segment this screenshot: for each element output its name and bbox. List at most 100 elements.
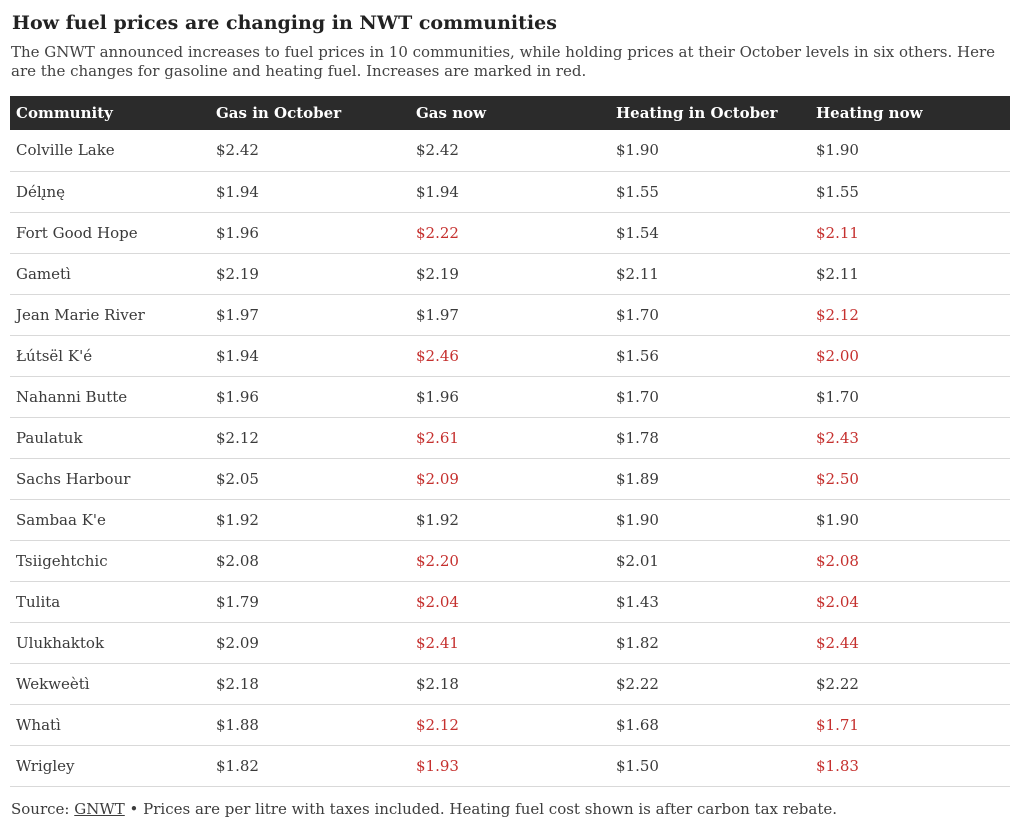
table-row: Wrigley $1.82 $1.93 $1.50 $1.83 [10,745,1010,787]
gas-now-cell: $2.42 [410,130,610,172]
gas-october-cell: $1.96 [210,376,410,418]
gas-now-cell: $1.96 [410,376,610,418]
heating-now-cell: $2.00 [810,335,1010,377]
table-row: Délı̨nę $1.94 $1.94 $1.55 $1.55 [10,171,1010,213]
table-row: Colville Lake $2.42 $2.42 $1.90 $1.90 [10,130,1010,172]
page-subtitle: The GNWT announced increases to fuel pri… [11,43,996,80]
community-cell: Délı̨nę [10,171,210,213]
heating-now-cell: $1.55 [810,171,1010,213]
table-body: Colville Lake $2.42 $2.42 $1.90 $1.90 Délı̨nę… [10,130,1010,787]
source-link[interactable]: GNWT [74,799,125,818]
col-header-heating-now: Heating now [810,96,1010,130]
gas-now-cell: $1.92 [410,499,610,541]
heating-october-cell: $1.70 [610,294,810,336]
heating-october-cell: $1.89 [610,458,810,500]
gas-now-cell: $2.12 [410,704,610,746]
heating-now-cell: $1.90 [810,499,1010,541]
heating-october-cell: $1.55 [610,171,810,213]
heating-october-cell: $1.90 [610,130,810,172]
community-cell: Jean Marie River [10,294,210,336]
table-row: Gametì $2.19 $2.19 $2.11 $2.11 [10,253,1010,295]
table-header-row: Community Gas in October Gas now Heating… [10,96,1010,130]
source-label: Source: [11,799,75,818]
heating-now-cell: $2.04 [810,581,1010,623]
table-header: Community Gas in October Gas now Heating… [10,96,1010,130]
heating-october-cell: $1.56 [610,335,810,377]
community-cell: Sachs Harbour [10,458,210,500]
gas-october-cell: $1.97 [210,294,410,336]
col-header-community: Community [10,96,210,130]
gas-now-cell: $2.46 [410,335,610,377]
heating-now-cell: $1.90 [810,130,1010,172]
table-row: Sachs Harbour $2.05 $2.09 $1.89 $2.50 [10,458,1010,500]
table-row: Paulatuk $2.12 $2.61 $1.78 $2.43 [10,417,1010,459]
heating-october-cell: $1.43 [610,581,810,623]
heating-now-cell: $2.43 [810,417,1010,459]
gas-october-cell: $2.18 [210,663,410,705]
heating-now-cell: $2.08 [810,540,1010,582]
heating-october-cell: $1.78 [610,417,810,459]
gas-now-cell: $1.94 [410,171,610,213]
heating-october-cell: $1.82 [610,622,810,664]
table-row: Whatì $1.88 $2.12 $1.68 $1.71 [10,704,1010,746]
gas-october-cell: $2.09 [210,622,410,664]
page-title: How fuel prices are changing in NWT comm… [12,12,557,34]
table-row: Ulukhaktok $2.09 $2.41 $1.82 $2.44 [10,622,1010,664]
table-row: Łútsël K'é $1.94 $2.46 $1.56 $2.00 [10,335,1010,377]
community-cell: Gametì [10,253,210,295]
heating-now-cell: $1.83 [810,745,1010,787]
gas-now-cell: $2.61 [410,417,610,459]
community-cell: Fort Good Hope [10,212,210,254]
community-cell: Wrigley [10,745,210,787]
heating-now-cell: $2.11 [810,253,1010,295]
community-cell: Whatì [10,704,210,746]
heating-now-cell: $2.12 [810,294,1010,336]
table-row: Sambaa K'e $1.92 $1.92 $1.90 $1.90 [10,499,1010,541]
gas-now-cell: $2.19 [410,253,610,295]
table-row: Wekweètì $2.18 $2.18 $2.22 $2.22 [10,663,1010,705]
gas-october-cell: $2.08 [210,540,410,582]
gas-october-cell: $2.42 [210,130,410,172]
gas-october-cell: $1.94 [210,171,410,213]
col-header-heating-october: Heating in October [610,96,810,130]
gas-october-cell: $1.96 [210,212,410,254]
heating-now-cell: $1.71 [810,704,1010,746]
heating-now-cell: $2.44 [810,622,1010,664]
gas-october-cell: $1.88 [210,704,410,746]
heating-october-cell: $1.68 [610,704,810,746]
gas-now-cell: $1.97 [410,294,610,336]
heating-october-cell: $2.11 [610,253,810,295]
gas-now-cell: $2.22 [410,212,610,254]
heating-now-cell: $2.11 [810,212,1010,254]
community-cell: Colville Lake [10,130,210,172]
gas-now-cell: $2.04 [410,581,610,623]
gas-now-cell: $1.93 [410,745,610,787]
table-row: Nahanni Butte $1.96 $1.96 $1.70 $1.70 [10,376,1010,418]
gas-now-cell: $2.18 [410,663,610,705]
community-cell: Ulukhaktok [10,622,210,664]
community-cell: Łútsël K'é [10,335,210,377]
source-note: Source: GNWT • Prices are per litre with… [11,800,1010,819]
gas-october-cell: $2.19 [210,253,410,295]
col-header-gas-now: Gas now [410,96,610,130]
heating-october-cell: $1.70 [610,376,810,418]
heating-now-cell: $2.50 [810,458,1010,500]
community-cell: Wekweètì [10,663,210,705]
fuel-price-table: Community Gas in October Gas now Heating… [10,96,1010,787]
col-header-gas-october: Gas in October [210,96,410,130]
gas-october-cell: $1.79 [210,581,410,623]
heating-october-cell: $1.90 [610,499,810,541]
source-note-text: • Prices are per litre with taxes includ… [124,799,838,818]
community-cell: Nahanni Butte [10,376,210,418]
gas-october-cell: $1.92 [210,499,410,541]
gas-now-cell: $2.41 [410,622,610,664]
heating-october-cell: $1.50 [610,745,810,787]
table-row: Tulita $1.79 $2.04 $1.43 $2.04 [10,581,1010,623]
heating-october-cell: $1.54 [610,212,810,254]
gas-october-cell: $1.94 [210,335,410,377]
heating-october-cell: $2.22 [610,663,810,705]
heating-now-cell: $2.22 [810,663,1010,705]
heating-october-cell: $2.01 [610,540,810,582]
table-row: Fort Good Hope $1.96 $2.22 $1.54 $2.11 [10,212,1010,254]
